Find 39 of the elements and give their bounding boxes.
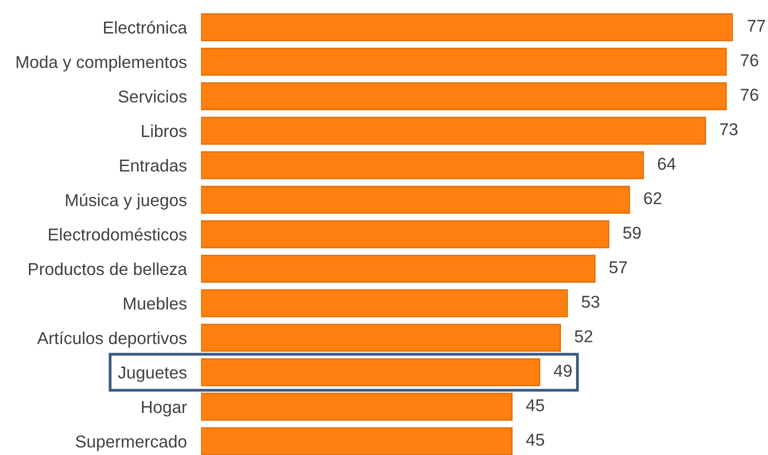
bar: [201, 358, 540, 386]
bar: [201, 220, 610, 248]
data-label: 64: [658, 158, 676, 170]
y-tick-label: Hogar: [142, 401, 187, 416]
bar: [201, 392, 513, 421]
bar: [201, 13, 733, 42]
data-label: 45: [526, 434, 544, 446]
data-label: 77: [748, 20, 766, 32]
bar: [201, 116, 706, 145]
bar: [201, 82, 727, 110]
y-tick-label: Supermercado: [76, 435, 186, 451]
y-tick-label: Libros: [142, 124, 186, 138]
data-label: 52: [574, 330, 592, 342]
y-tick-label: Música y juegos: [66, 193, 186, 210]
data-label: 59: [623, 226, 641, 239]
data-label: 73: [720, 123, 738, 136]
y-tick-label: Muebles: [124, 297, 186, 310]
y-tick-label: Juguetes: [118, 366, 186, 382]
data-label: 76: [740, 54, 758, 66]
bar: [201, 151, 644, 180]
data-label: 62: [644, 192, 662, 204]
bar: [201, 289, 568, 318]
bar: [201, 48, 727, 76]
y-tick-label: Electrodomésticos: [48, 228, 186, 241]
data-label: 45: [526, 399, 544, 412]
y-tick-label: Electrónica: [104, 20, 188, 34]
y-tick-label: Artículos deportivos: [37, 331, 187, 348]
y-tick-label: Productos de belleza: [28, 262, 188, 276]
y-tick-label: Entradas: [120, 159, 186, 172]
y-tick-label: Moda y complementos: [16, 56, 187, 72]
data-label: 53: [582, 296, 600, 308]
bar: [201, 254, 596, 283]
data-label: 57: [609, 261, 627, 274]
bar: [201, 324, 561, 352]
bar: [201, 427, 513, 455]
data-label: 49: [554, 364, 572, 377]
y-tick-label: Servicios: [118, 90, 186, 103]
data-label: 76: [740, 88, 758, 101]
bar: [201, 186, 630, 214]
